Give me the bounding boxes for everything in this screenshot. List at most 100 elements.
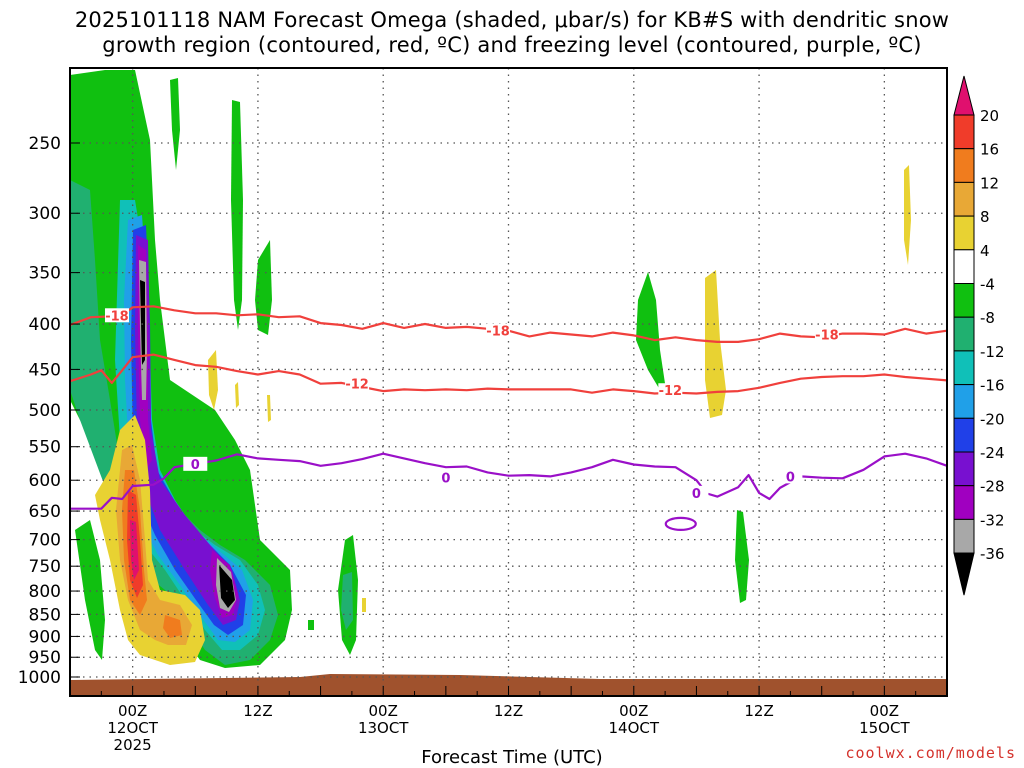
x-axis-title: Forecast Time (UTC) bbox=[421, 747, 603, 768]
y-tick-label: 750 bbox=[29, 557, 61, 577]
y-tick-label: 550 bbox=[29, 438, 61, 458]
colorbar-label: -8 bbox=[980, 309, 995, 327]
colorbar-swatch bbox=[953, 350, 975, 386]
omega-cell-green-8 bbox=[735, 510, 749, 603]
colorbar-swatch bbox=[953, 417, 975, 453]
omega-cell-yellow-3 bbox=[208, 350, 218, 410]
y-tick-label: 350 bbox=[29, 264, 61, 284]
contour-label-freezing: 0 bbox=[786, 470, 795, 485]
colorbar-swatch bbox=[953, 181, 975, 217]
omega-cell-green-6 bbox=[308, 620, 314, 630]
y-tick-label: 650 bbox=[29, 502, 61, 522]
colorbar-swatch bbox=[953, 518, 975, 554]
colorbar-label: -36 bbox=[980, 545, 1005, 563]
omega-area-neg-8b bbox=[75, 520, 105, 660]
colorbar-swatch bbox=[953, 316, 975, 352]
omega-cell-yellow-6 bbox=[362, 598, 366, 612]
colorbar-swatch bbox=[953, 148, 975, 183]
omega-cell-green-2 bbox=[231, 100, 243, 330]
y-tick-label: 300 bbox=[29, 204, 61, 224]
omega-cell-yellow-2 bbox=[904, 165, 911, 265]
y-tick-label: 1000 bbox=[18, 668, 61, 688]
freezing-level-loop bbox=[664, 516, 697, 531]
y-tick-label: 850 bbox=[29, 605, 61, 625]
colorbar: 20 16 12 8 4 -4 -8 -12 -16 -20 -24 -28 -32 -36 bbox=[953, 75, 1005, 596]
contour-label-dgz-top-bg bbox=[104, 308, 129, 323]
colorbar-label: -20 bbox=[980, 410, 1005, 428]
x-tick-label: 00Z bbox=[619, 702, 648, 720]
y-tick-label: 700 bbox=[29, 531, 61, 551]
contour-label-freezing: 0 bbox=[692, 487, 701, 502]
colorbar-label: -16 bbox=[980, 377, 1005, 395]
colorbar-swatch bbox=[953, 283, 975, 318]
y-tick-label: 400 bbox=[29, 315, 61, 335]
colorbar-label: -4 bbox=[980, 276, 995, 294]
omega-cell-yellow-1 bbox=[705, 270, 726, 418]
ground-terrain bbox=[70, 674, 946, 696]
colorbar-label: 4 bbox=[980, 242, 990, 260]
contour-label-dgz-top-bg bbox=[486, 323, 511, 338]
omega-area-neg-24 bbox=[131, 225, 246, 635]
colorbar-swatch bbox=[953, 485, 975, 520]
dgz-bottom-contour bbox=[69, 353, 948, 395]
omega-cell-yellow-4 bbox=[235, 382, 239, 408]
contour-label-dgz-bottom: -12 bbox=[659, 384, 683, 399]
x-tick-label: 00Z bbox=[870, 702, 899, 720]
colorbar-swatch bbox=[953, 215, 975, 251]
x-tick-label: 12Z bbox=[243, 702, 272, 720]
contour-label-dgz-bottom: -12 bbox=[345, 378, 369, 393]
x-tick-label: 15OCT bbox=[859, 719, 910, 737]
contour-lines: -18 -18 -18 -12 -12 0 0 0 0 bbox=[69, 305, 948, 531]
y-tick-label: 450 bbox=[29, 360, 61, 380]
y-tick-label: 600 bbox=[29, 471, 61, 491]
x-tick-label: 12OCT bbox=[107, 719, 158, 737]
plot-grid bbox=[70, 68, 947, 696]
x-tick-label: 00Z bbox=[118, 702, 147, 720]
colorbar-label: -24 bbox=[980, 444, 1005, 462]
colorbar-label: -32 bbox=[980, 511, 1005, 529]
colorbar-swatch bbox=[953, 114, 975, 150]
y-axis: 2503003504004505005506006507007508008509… bbox=[18, 134, 80, 688]
contour-label-freezing: 0 bbox=[441, 472, 450, 487]
x-tick-label: 13OCT bbox=[358, 719, 409, 737]
chart-title-line2: growth region (contoured, red, ºC) and f… bbox=[102, 33, 922, 57]
y-tick-label: 800 bbox=[29, 582, 61, 602]
colorbar-label: 16 bbox=[980, 141, 999, 159]
colorbar-swatch bbox=[953, 451, 975, 487]
colorbar-label: 20 bbox=[980, 107, 999, 125]
x-tick-label: 14OCT bbox=[609, 719, 660, 737]
colorbar-swatch bbox=[953, 249, 975, 285]
omega-area-pos-20 bbox=[130, 520, 139, 580]
colorbar-label: 8 bbox=[980, 208, 990, 226]
omega-cell-green-5 bbox=[341, 572, 353, 630]
contour-label-dgz-top: -18 bbox=[486, 325, 510, 340]
contour-label-dgz-top: -18 bbox=[815, 328, 839, 343]
omega-cell-green-3 bbox=[255, 240, 272, 335]
colorbar-label: 12 bbox=[980, 174, 999, 192]
x-tick-label: 12Z bbox=[494, 702, 523, 720]
credit-link[interactable]: coolwx.com/models bbox=[845, 744, 1016, 762]
colorbar-swatch bbox=[953, 384, 975, 419]
x-tick-label: 00Z bbox=[369, 702, 398, 720]
contour-label-freezing-bg bbox=[778, 469, 803, 484]
contour-label-dgz-top-bg bbox=[814, 327, 839, 342]
contour-label-dgz-bottom-bg bbox=[658, 383, 683, 398]
contour-label-freezing: 0 bbox=[191, 458, 200, 473]
omega-cell-yellow-5 bbox=[267, 395, 271, 422]
contour-label-freezing-bg bbox=[183, 456, 208, 471]
contour-label-freezing-bg bbox=[433, 470, 458, 485]
colorbar-cap-bottom bbox=[953, 552, 975, 596]
contour-label-dgz-top: -18 bbox=[105, 309, 129, 324]
contour-label-dgz-bottom-bg bbox=[345, 376, 370, 391]
y-tick-label: 950 bbox=[29, 648, 61, 668]
chart-title-line1: 2025101118 NAM Forecast Omega (shaded, μ… bbox=[74, 8, 950, 32]
omega-shading bbox=[70, 70, 946, 696]
colorbar-label: -12 bbox=[980, 343, 1005, 361]
y-tick-label: 500 bbox=[29, 401, 61, 421]
colorbar-label: -28 bbox=[980, 478, 1005, 496]
omega-area-neg-28 bbox=[135, 235, 240, 625]
colorbar-cap-top bbox=[953, 75, 975, 116]
x-tick-label: 2025 bbox=[114, 736, 152, 754]
